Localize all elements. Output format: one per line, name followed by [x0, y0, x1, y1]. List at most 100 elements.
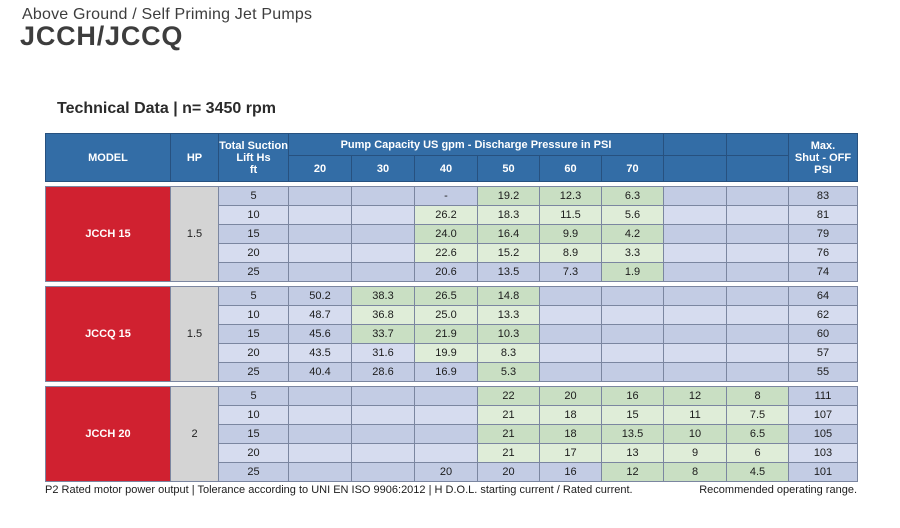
- capacity-value-cell: [663, 262, 727, 282]
- capacity-value-cell: 19.9: [414, 343, 478, 363]
- page-title: JCCH/JCCQ: [20, 21, 184, 51]
- capacity-value-cell: [663, 224, 727, 244]
- capacity-value-cell: 26.5: [414, 286, 478, 306]
- max-shutoff-cell: 74: [788, 262, 858, 282]
- capacity-value-cell: [726, 362, 789, 382]
- max-shutoff-cell: 103: [788, 443, 858, 463]
- capacity-value-cell: [414, 424, 478, 444]
- capacity-value-cell: [663, 343, 727, 363]
- hp-cell: 1.5: [170, 286, 219, 382]
- suction-lift-cell: 5: [218, 186, 289, 206]
- capacity-value-cell: 22: [477, 386, 540, 406]
- table-row: JCCQ 15 1.5 5 50.2 38.3 26.5 14.8 64: [45, 286, 858, 382]
- section-gap-cell: [45, 281, 858, 287]
- capacity-value-cell: [351, 386, 415, 406]
- capacity-value-cell: [288, 262, 352, 282]
- capacity-value-cell: 8.3: [477, 343, 540, 363]
- capacity-value-cell: 4.5: [726, 462, 789, 482]
- capacity-value-cell: [288, 186, 352, 206]
- capacity-value-cell: [726, 243, 789, 263]
- capacity-value-cell: 6.3: [601, 186, 664, 206]
- capacity-value-cell: 15: [601, 405, 664, 425]
- footer-legend: Recommended operating range.: [699, 484, 857, 496]
- table-row: 10 21 18 15 11 7.5 107: [46, 405, 858, 425]
- suction-lift-cell: 10: [218, 305, 289, 325]
- capacity-value-cell: [288, 243, 352, 263]
- capacity-value-cell: 20: [539, 386, 602, 406]
- capacity-value-cell: 5.6: [601, 205, 664, 225]
- max-shutoff-cell: 111: [788, 386, 858, 406]
- capacity-value-cell: 21: [477, 424, 540, 444]
- max-shutoff-cell: 107: [788, 405, 858, 425]
- col-header-pressure-40: 40: [414, 155, 478, 182]
- capacity-value-cell: 3.3: [601, 243, 664, 263]
- col-header-blank: [663, 155, 727, 182]
- col-header-model: MODEL: [45, 133, 171, 182]
- capacity-value-cell: [726, 205, 789, 225]
- capacity-value-cell: 28.6: [351, 362, 415, 382]
- capacity-value-cell: [351, 405, 415, 425]
- capacity-value-cell: [539, 305, 602, 325]
- col-header-max-shutoff: Max. Shut - OFF PSI: [788, 133, 858, 182]
- capacity-value-cell: [601, 305, 664, 325]
- capacity-value-cell: 36.8: [351, 305, 415, 325]
- capacity-value-cell: 7.3: [539, 262, 602, 282]
- capacity-value-cell: [726, 186, 789, 206]
- col-header-pressure-20: 20: [288, 155, 352, 182]
- table-row: 25 40.4 28.6 16.9 5.3 55: [46, 362, 858, 382]
- capacity-value-cell: [351, 262, 415, 282]
- capacity-value-cell: [288, 205, 352, 225]
- model-cell: JCCQ 15: [45, 286, 171, 382]
- capacity-value-cell: [288, 424, 352, 444]
- col-header-blank: [726, 155, 789, 182]
- suction-lift-cell: 15: [218, 424, 289, 444]
- capacity-value-cell: 31.6: [351, 343, 415, 363]
- capacity-value-cell: 12: [663, 386, 727, 406]
- capacity-value-cell: 45.6: [288, 324, 352, 344]
- capacity-value-cell: 25.0: [414, 305, 478, 325]
- max-shutoff-cell: 83: [788, 186, 858, 206]
- capacity-value-cell: [663, 362, 727, 382]
- table-row: JCCH 20 2 5 22 20 16 12 8 111: [45, 386, 858, 482]
- capacity-value-cell: [726, 324, 789, 344]
- header-row-pressures: 20 30 40 50 60 70: [46, 155, 858, 182]
- capacity-value-cell: 10: [663, 424, 727, 444]
- capacity-value-cell: [351, 424, 415, 444]
- max-shutoff-cell: 81: [788, 205, 858, 225]
- suction-lift-cell: 25: [218, 262, 289, 282]
- col-header-pressure-60: 60: [539, 155, 602, 182]
- capacity-value-cell: -: [414, 186, 478, 206]
- model-cell: JCCH 20: [45, 386, 171, 482]
- capacity-value-cell: [663, 205, 727, 225]
- capacity-value-cell: [539, 343, 602, 363]
- capacity-value-cell: 11.5: [539, 205, 602, 225]
- capacity-value-cell: [351, 186, 415, 206]
- table-row: 10 48.7 36.8 25.0 13.3 62: [46, 305, 858, 325]
- capacity-value-cell: [351, 462, 415, 482]
- col-header-capacity-span: Pump Capacity US gpm - Discharge Pressur…: [288, 133, 664, 156]
- section-gap: [45, 281, 858, 287]
- capacity-value-cell: 8: [726, 386, 789, 406]
- capacity-value-cell: [539, 286, 602, 306]
- capacity-value-cell: 11: [663, 405, 727, 425]
- hp-cell: 1.5: [170, 186, 219, 282]
- suction-lift-cell: 10: [218, 405, 289, 425]
- suction-lift-cell: 20: [218, 243, 289, 263]
- section-gap-cell: [45, 381, 858, 387]
- capacity-value-cell: 13.3: [477, 305, 540, 325]
- suction-lift-cell: 15: [218, 324, 289, 344]
- suction-lift-cell: 15: [218, 224, 289, 244]
- capacity-value-cell: 24.0: [414, 224, 478, 244]
- capacity-value-cell: [726, 343, 789, 363]
- capacity-value-cell: 6.5: [726, 424, 789, 444]
- capacity-value-cell: [351, 224, 415, 244]
- table-row: 15 45.6 33.7 21.9 10.3 60: [46, 324, 858, 344]
- capacity-value-cell: 9: [663, 443, 727, 463]
- technical-data-table: MODEL HP Total Suction Lift Hs ft Pump C…: [45, 133, 858, 482]
- capacity-value-cell: [663, 324, 727, 344]
- col-header-pressure-30: 30: [351, 155, 415, 182]
- col-header-hp: HP: [170, 133, 219, 182]
- capacity-value-cell: 19.2: [477, 186, 540, 206]
- capacity-value-cell: 17: [539, 443, 602, 463]
